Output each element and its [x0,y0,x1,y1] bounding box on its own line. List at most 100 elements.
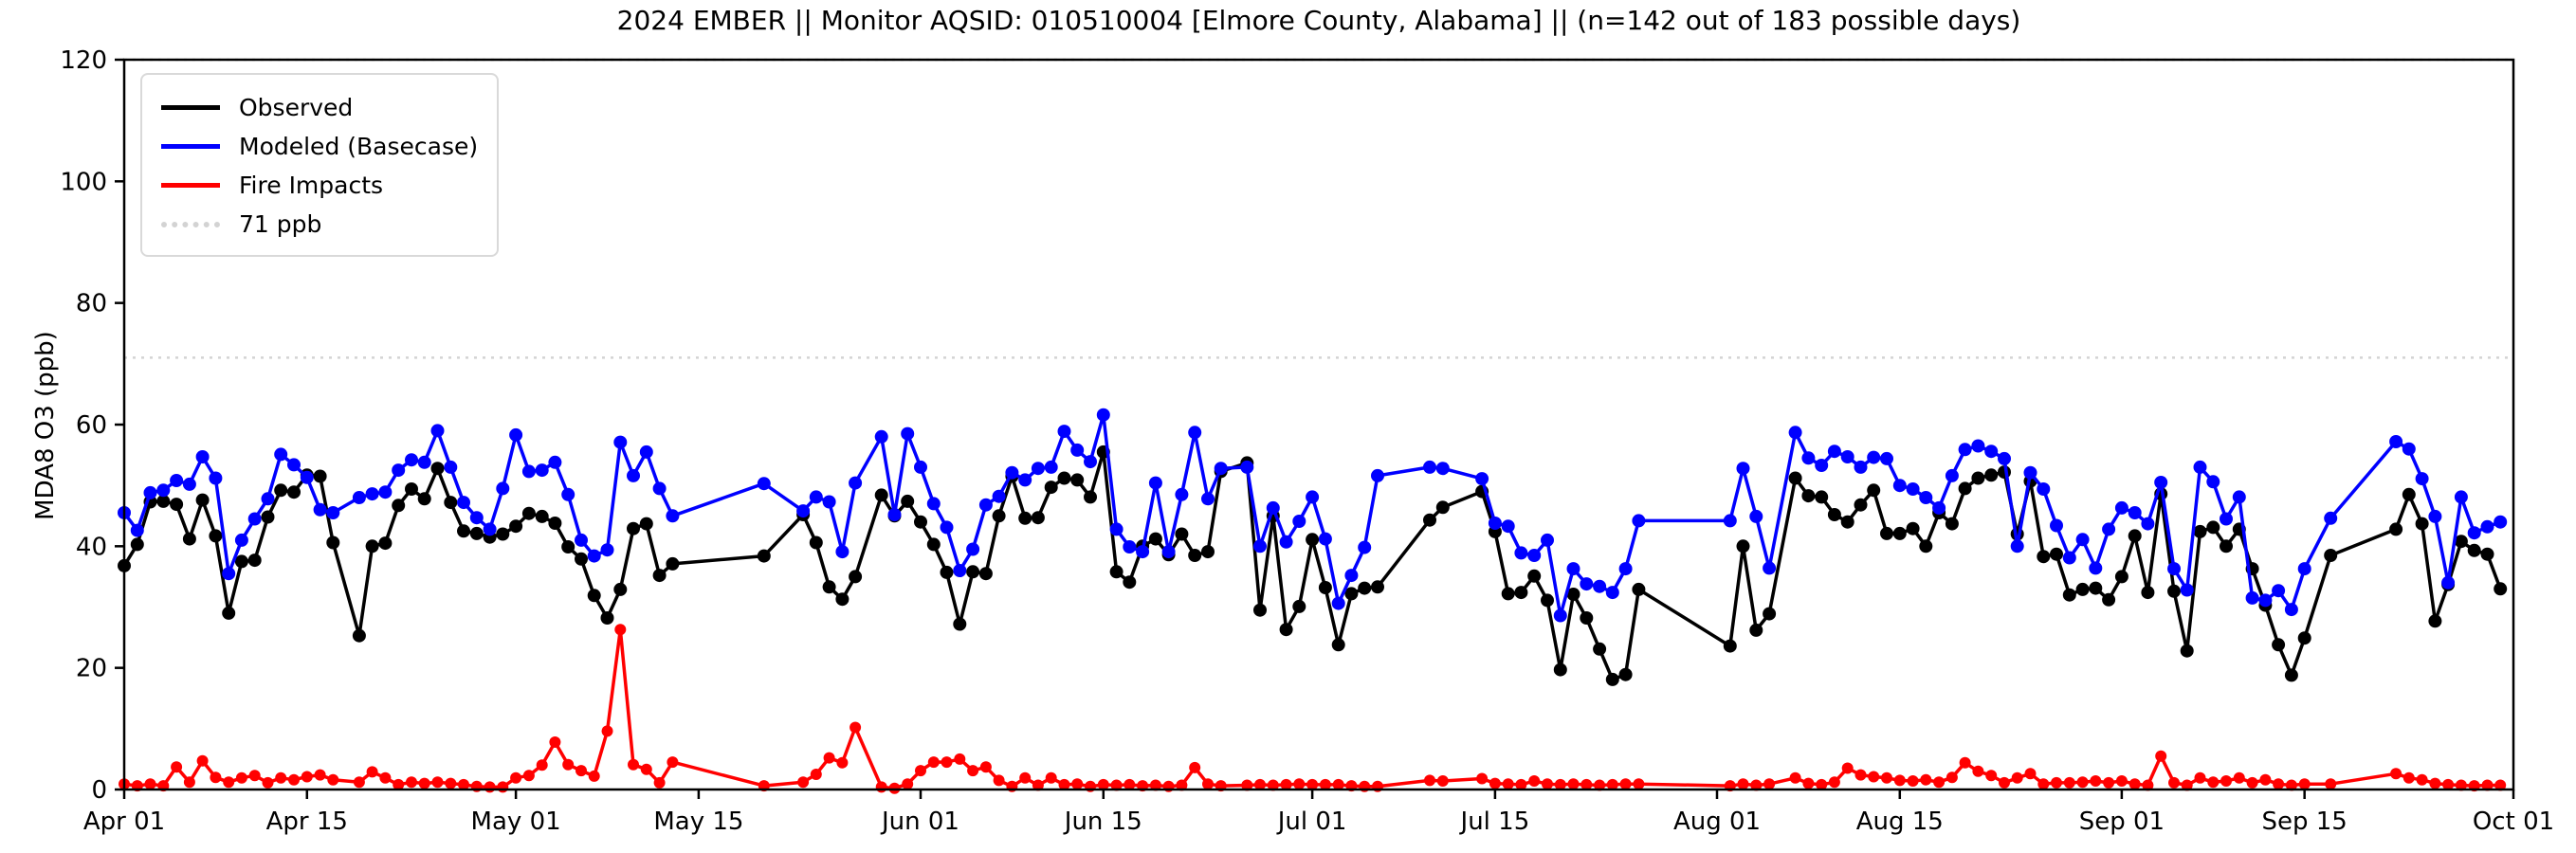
series-marker-modeled [430,424,445,438]
series-marker-modeled [2075,533,2090,547]
series-marker-fire [2273,778,2285,790]
series-marker-observed [1057,471,1071,485]
series-marker-observed [1553,662,1567,677]
series-marker-modeled [1057,425,1071,439]
x-tick-label: Sep 01 [2079,808,2165,836]
y-axis-title: MDA8 O3 (ppb) [31,331,60,520]
series-marker-fire [522,770,535,782]
series-marker-observed [2206,520,2220,535]
series-marker-modeled [1580,577,1594,591]
series-marker-observed [417,492,431,506]
series-marker-modeled [1788,426,1802,440]
series-marker-modeled [417,455,431,469]
series-marker-observed [1906,521,1920,535]
series-marker-fire [902,778,914,790]
series-marker-fire [810,769,822,780]
series-marker-observed [575,552,588,566]
series-marker-modeled [1880,451,1893,465]
series-marker-modeled [326,506,340,519]
series-marker-fire [2325,778,2337,790]
series-marker-fire [314,769,326,781]
series-marker-fire [601,725,613,737]
series-marker-fire [1319,778,1331,790]
series-marker-fire [1854,769,1867,781]
series-marker-modeled [953,564,967,577]
series-marker-observed [1763,607,1777,621]
x-tick-label: Apr 01 [83,808,165,836]
series-marker-observed [1435,500,1450,515]
series-marker-fire [288,773,300,786]
series-marker-modeled [613,435,628,449]
series-marker-fire [262,776,274,789]
series-marker-modeled [1971,439,1985,453]
series-marker-fire [1816,778,1828,790]
series-marker-modeled [548,455,562,469]
series-marker-observed [2089,581,2103,595]
series-marker-modeled [1723,514,1737,528]
series-marker-observed [1605,672,1619,686]
series-marker-fire [2155,750,2167,762]
series-marker-observed [1854,498,1868,512]
series-marker-fire [171,761,183,773]
series-marker-modeled [587,549,601,563]
series-marker-observed [2102,592,2116,607]
series-marker-modeled [1854,460,1868,474]
legend-label: Fire Impacts [239,172,384,199]
series-marker-fire [235,771,247,784]
series-marker-observed [639,517,653,531]
series-marker-observed [469,526,484,540]
series-marker-observed [130,537,144,552]
series-marker-modeled [1919,491,1933,504]
series-marker-modeled [1618,562,1633,576]
series-marker-modeled [2128,506,2142,519]
series-marker-fire [628,758,639,771]
series-marker-modeled [2284,603,2298,617]
series-marker-observed [2428,614,2442,628]
series-marker-fire [1802,777,1815,789]
y-tick-label: 0 [91,776,107,805]
series-marker-observed [1253,603,1267,617]
series-marker-observed [2062,588,2076,602]
series-marker-fire [797,776,810,789]
series-marker-observed [966,565,980,579]
series-marker-modeled [1906,482,1920,496]
series-marker-observed [1188,549,1202,562]
series-marker-fire [2103,776,2115,789]
series-marker-modeled [1527,549,1542,562]
series-marker-fire [1332,778,1344,790]
series-marker-observed [1815,490,1829,504]
series-marker-modeled [182,477,196,491]
series-marker-observed [1123,575,1137,590]
series-marker-fire [967,765,979,777]
x-tick-label: Jun 15 [1063,808,1142,836]
series-marker-fire [2442,778,2455,790]
series-marker-modeled [521,464,536,479]
series-marker-fire [2076,776,2089,789]
series-marker-modeled [1815,459,1829,472]
series-marker-fire [1149,779,1161,791]
y-tick-label: 100 [60,168,107,196]
series-marker-modeled [914,460,927,474]
series-marker-observed [992,509,1006,523]
series-marker-observed [1827,508,1841,521]
series-marker-observed [247,554,262,568]
series-marker-observed [509,519,523,534]
series-marker-modeled [1423,460,1436,474]
series-marker-fire [418,777,430,789]
series-marker-modeled [1541,533,1554,547]
series-marker-observed [170,498,184,512]
series-marker-modeled [1279,535,1293,549]
series-marker-fire [888,782,901,794]
series-marker-observed [195,493,210,507]
series-marker-observed [234,554,248,569]
series-marker-modeled [627,468,640,482]
series-marker-modeled [1188,426,1202,440]
series-marker-modeled [261,492,275,506]
series-marker-fire [1999,776,2010,789]
x-tick-label: May 01 [471,808,561,836]
series-marker-fire [1554,778,1566,790]
series-marker-observed [1331,638,1345,652]
y-tick-label: 20 [76,655,107,683]
series-marker-fire [1436,775,1449,787]
series-marker-fire [366,766,378,778]
